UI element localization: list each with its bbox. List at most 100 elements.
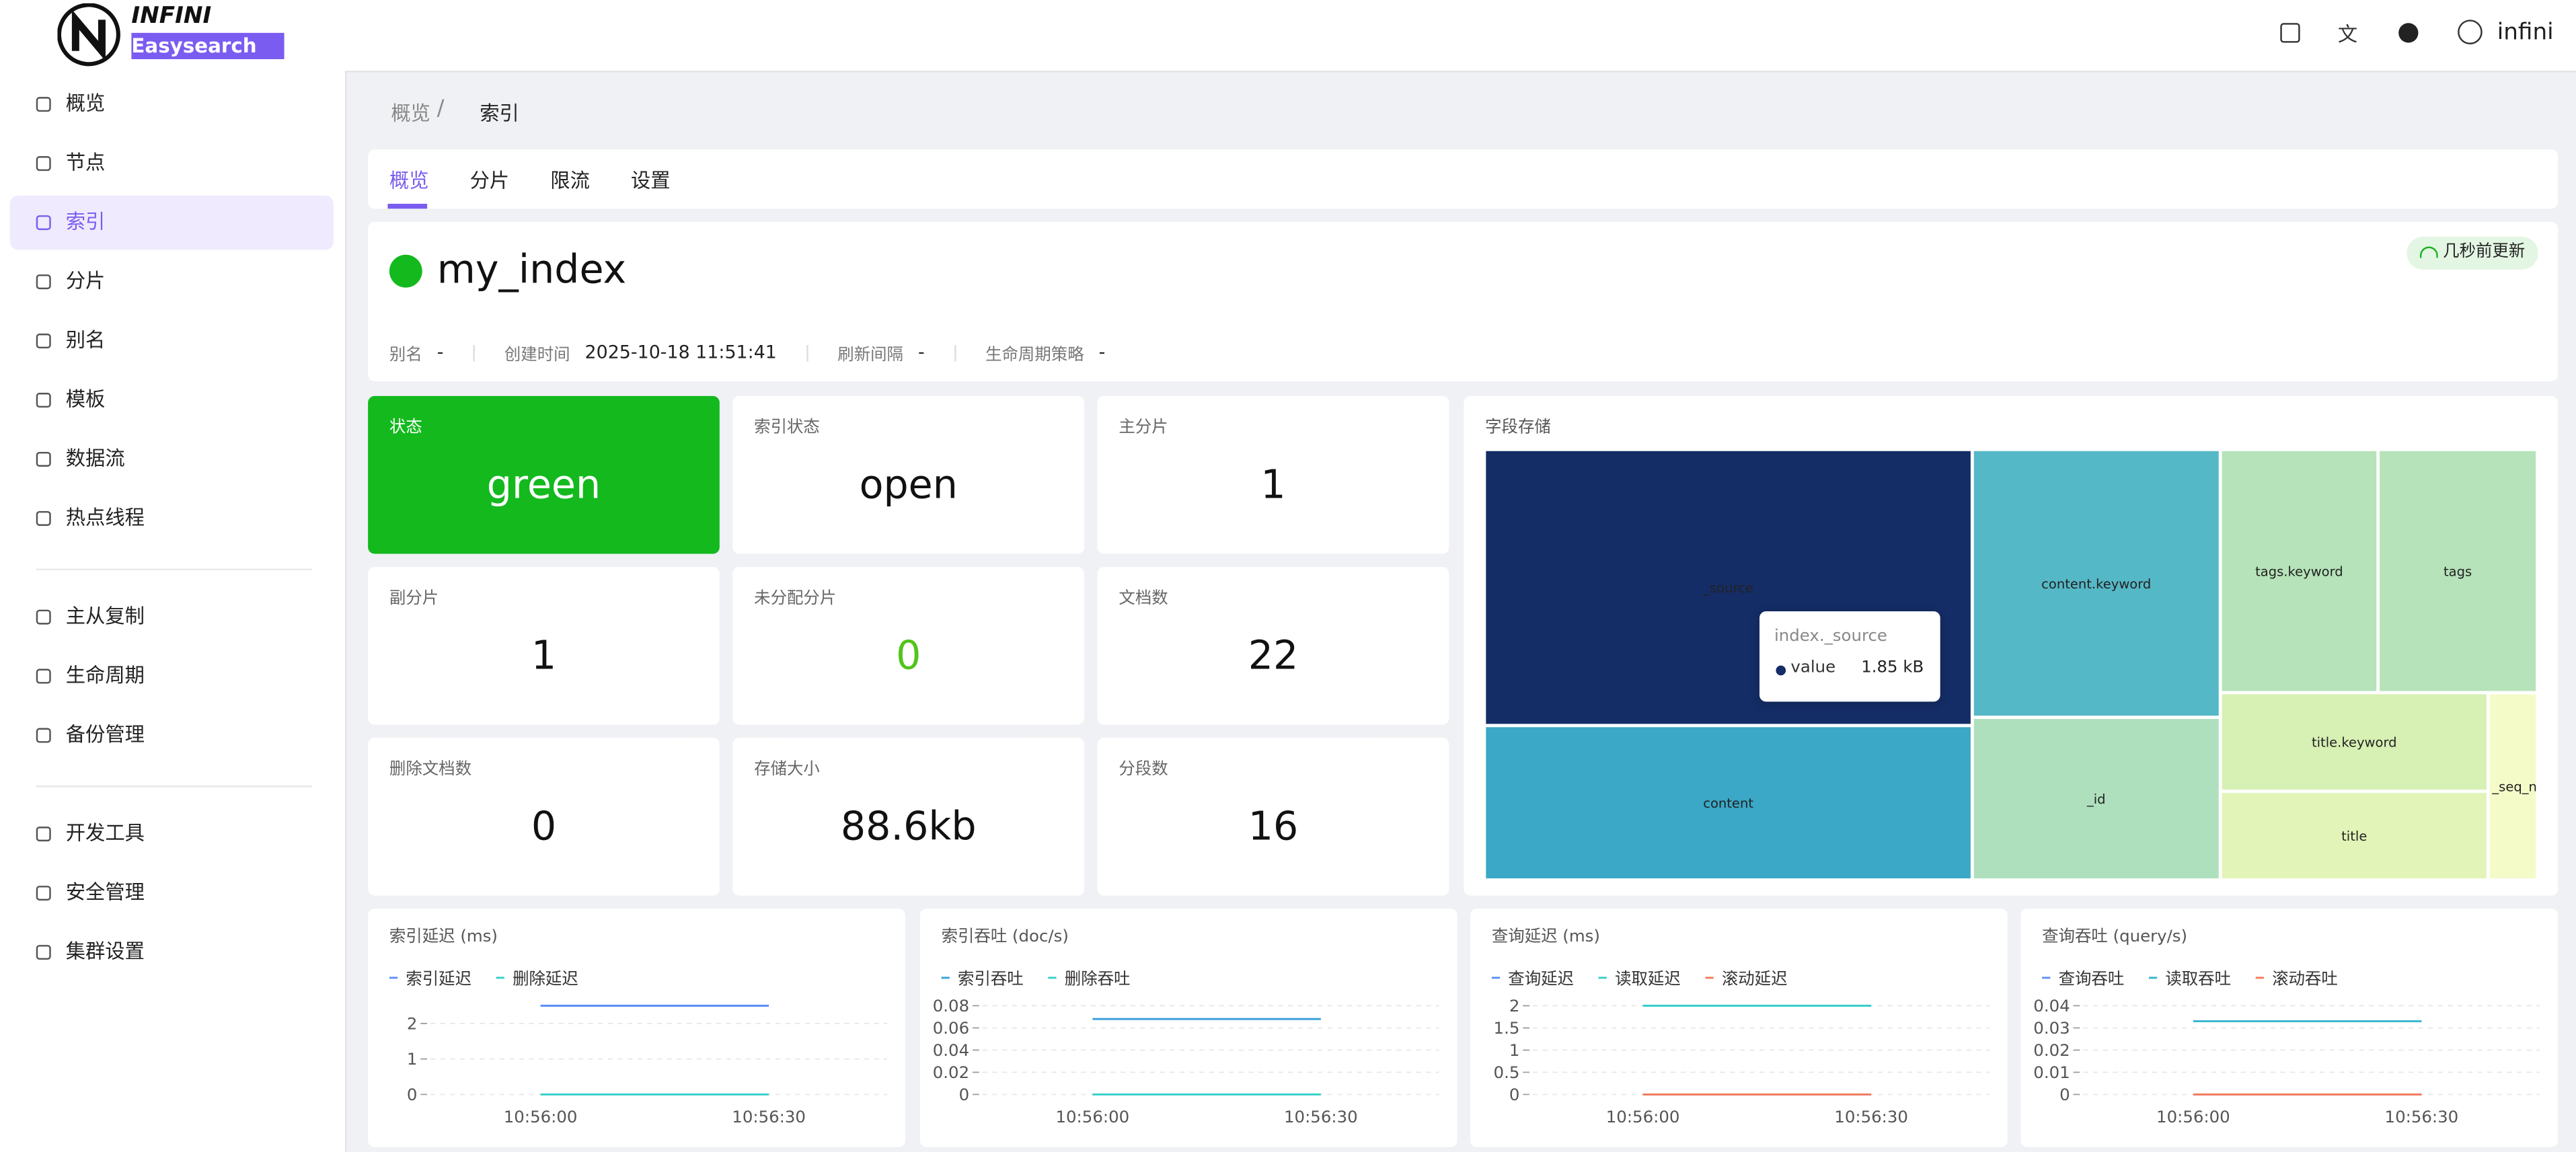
chart-title: 索引延迟 (ms)	[389, 926, 498, 946]
y-tick-label: 0.02	[2033, 1040, 2070, 1060]
breadcrumb-home[interactable]: 概览	[391, 99, 430, 127]
y-tick-label: 0.04	[933, 1040, 969, 1060]
user-icon[interactable]	[2458, 20, 2483, 44]
menu-icon	[36, 728, 51, 743]
legend-label: 查询吞吐	[2059, 969, 2125, 989]
x-tick-label: 10:56:30	[732, 1107, 806, 1126]
x-tick-label: 10:56:30	[1284, 1107, 1358, 1126]
y-tick-label: 1	[407, 1049, 418, 1069]
tab[interactable]: 设置	[631, 166, 671, 194]
stat-card: 存储大小88.6kb	[732, 738, 1084, 896]
menu-item[interactable]: 备份管理	[66, 722, 145, 748]
menu-item[interactable]: 索引	[66, 208, 106, 235]
y-tick-label: 2	[407, 1013, 418, 1033]
update-badge: 几秒前更新	[2407, 237, 2538, 270]
stat-label: 未分配分片	[754, 583, 836, 608]
tooltip-value: 1.85 kB	[1861, 659, 1924, 677]
y-tick-label: 1	[1509, 1040, 1520, 1060]
meta-row: 别名-创建时间2025-10-18 11:51:41刷新间隔-生命周期策略-	[389, 340, 1105, 365]
y-tick-label: 0.02	[933, 1063, 969, 1082]
theme-icon[interactable]	[2398, 23, 2418, 42]
menu-item[interactable]: 热点线程	[66, 504, 145, 531]
stat-value: 0	[732, 633, 1084, 679]
separator	[36, 785, 312, 787]
menu-item[interactable]: 模板	[66, 386, 106, 412]
legend-label: 删除吞吐	[1065, 969, 1131, 989]
stat-label: 副分片	[389, 583, 439, 608]
menu-item[interactable]: 集群设置	[66, 938, 145, 964]
menu-item[interactable]: 开发工具	[66, 820, 145, 846]
menu-item[interactable]: 生命周期	[66, 662, 145, 689]
tab[interactable]: 概览	[389, 166, 429, 194]
translate-icon[interactable]: 文	[2338, 20, 2357, 48]
meta-label: 别名	[389, 340, 422, 365]
treemap-label: title.keyword	[2312, 735, 2397, 751]
sidebar: INFINI Easysearch 概览节点索引分片别名模板数据流热点线程主从复…	[0, 0, 346, 1152]
menu-item[interactable]: 主从复制	[66, 603, 145, 629]
stat-label: 状态	[389, 412, 422, 437]
meta-value: -	[1099, 342, 1106, 363]
menu-icon	[36, 215, 51, 230]
legend-label: 读取延迟	[1615, 969, 1681, 989]
menu-item[interactable]: 别名	[66, 327, 106, 353]
stat-label: 文档数	[1119, 583, 1168, 608]
meta-label: 刷新间隔	[837, 340, 903, 365]
stat-value: 22	[1098, 633, 1449, 679]
stat-card: 删除文档数 0	[368, 738, 720, 896]
x-tick-label: 10:56:00	[1055, 1107, 1129, 1126]
chart: 索引延迟 (ms)索引延迟删除延迟01210:56:0010:56:30	[368, 909, 905, 1147]
menu-icon	[36, 452, 51, 467]
tab[interactable]: 限流	[550, 166, 590, 194]
legend-label: 读取吞吐	[2165, 969, 2231, 989]
stat-card: 文档数 22	[1098, 567, 1449, 725]
stat-card: 主分片 1	[1098, 396, 1449, 554]
chart: 查询延迟 (ms)查询延迟读取延迟滚动延迟00.511.5210:56:0010…	[1470, 909, 2008, 1147]
treemap-card: 字段存储_sourcecontent.keywordcontent_idtags…	[1464, 396, 2558, 896]
top-bar: 文 infini	[345, 0, 2576, 73]
menu-icon	[36, 156, 51, 171]
menu-item[interactable]: 分片	[66, 268, 106, 294]
stat-card: 状态green	[368, 396, 720, 554]
menu-item[interactable]: 节点	[66, 149, 106, 176]
stat-value: 1	[1098, 462, 1449, 508]
logo-mark	[57, 3, 123, 69]
menu-icon	[36, 610, 51, 625]
tab-underline	[387, 204, 427, 208]
legend-label: 索引延迟	[406, 969, 471, 989]
chart: 索引吞吐 (doc/s)索引吞吐删除吞吐00.020.040.060.0810:…	[920, 909, 1457, 1147]
stat-label: 删除文档数	[389, 755, 471, 779]
terminal-icon[interactable]	[2280, 23, 2300, 42]
x-tick-label: 10:56:00	[504, 1107, 578, 1126]
stat-card: 索引状态open	[732, 396, 1084, 554]
legend-label: 滚动延迟	[1722, 969, 1788, 989]
y-tick-label: 0	[959, 1085, 970, 1104]
menu-item[interactable]: 概览	[66, 90, 106, 116]
menu-item[interactable]: 安全管理	[66, 879, 145, 905]
badge-text: 几秒前更新	[2443, 243, 2525, 262]
stat-value: 0	[368, 804, 720, 849]
menu-icon	[36, 669, 51, 684]
treemap-label: _id	[2086, 792, 2106, 807]
y-tick-label: 0.01	[2033, 1063, 2070, 1082]
tab[interactable]: 分片	[470, 166, 510, 194]
logo-bottom: Easysearch	[131, 33, 284, 59]
meta-sep	[473, 344, 474, 360]
y-tick-label: 0	[407, 1085, 418, 1104]
y-tick-label: 1.5	[1494, 1018, 1520, 1038]
chart-title: 查询吞吐 (query/s)	[2042, 926, 2187, 946]
y-tick-label: 0.08	[933, 996, 969, 1015]
menu-icon	[36, 886, 51, 900]
treemap-label: content.keyword	[2041, 576, 2151, 592]
separator	[36, 568, 312, 570]
stat-label: 主分片	[1119, 412, 1168, 437]
treemap-label: _seq_n	[2491, 779, 2536, 795]
tooltip-dot	[1776, 666, 1786, 676]
meta-sep	[954, 344, 956, 360]
stat-card: 副分片1	[368, 567, 720, 725]
menu-item[interactable]: 数据流	[66, 445, 125, 471]
breadcrumb-sep: /	[437, 97, 445, 122]
y-tick-label: 0.03	[2033, 1018, 2070, 1038]
treemap-label: content	[1703, 796, 1753, 811]
user-name[interactable]: infini	[2497, 20, 2554, 46]
chart-card: 查询延迟 (ms)查询延迟读取延迟滚动延迟00.511.5210:56:0010…	[1470, 909, 2008, 1147]
